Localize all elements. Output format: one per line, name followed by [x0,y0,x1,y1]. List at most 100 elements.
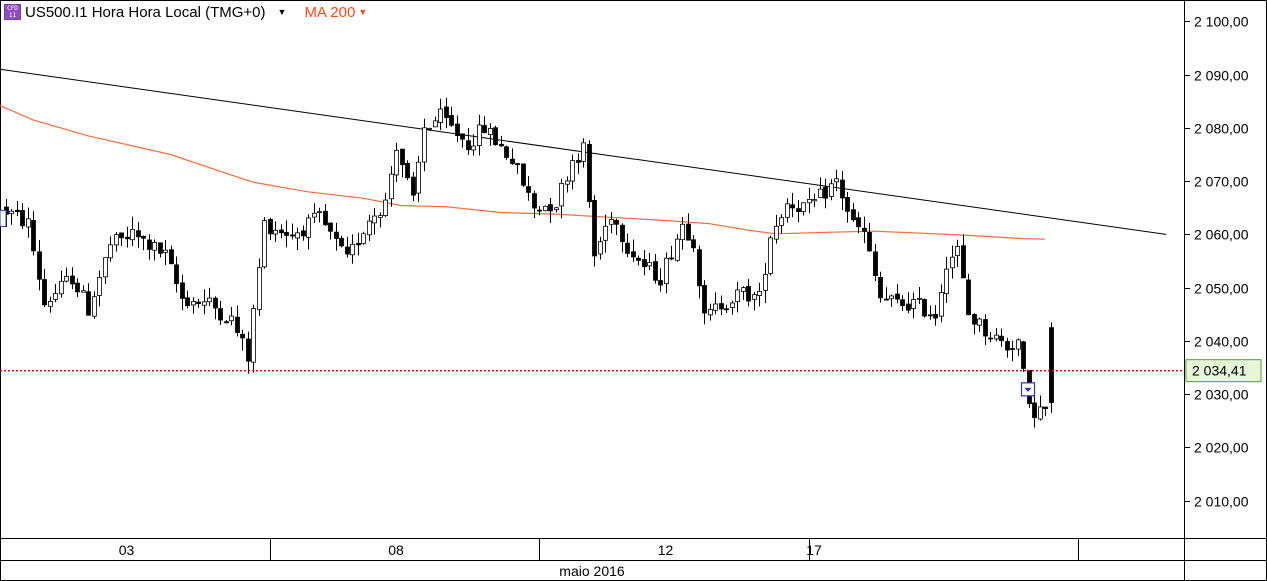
candle-body [785,203,790,218]
candle [774,214,779,244]
candle [994,328,999,342]
candle-body [961,245,966,279]
candle-body [592,199,597,257]
candle-body [790,204,795,209]
candle [42,269,47,308]
candle [587,140,592,208]
time-axis: 03 08 12 17 maio 2016 [119,538,1079,579]
candle [86,283,91,316]
candle [207,287,212,306]
candle-body [367,220,372,236]
candle [455,115,460,142]
candle-body [818,188,823,198]
candle-body [653,261,658,281]
candle-body [86,291,91,316]
candle-body [202,301,207,306]
price-axis: 2 010,00 2 020,00 2 030,00 2 040,00 2 050,00… [1184,14,1249,510]
candle-body [103,257,108,278]
candle [785,198,790,223]
candle [955,239,960,267]
candle-body [999,335,1004,342]
ma-caret-down-icon[interactable]: ▼ [358,7,368,17]
candle [647,252,652,270]
candle-body [350,243,355,256]
candle-body [152,242,157,251]
candle-body [521,163,526,186]
candle [928,305,933,320]
ma-indicator-label[interactable]: MA 200 [304,3,356,21]
candle-body [504,146,509,158]
candle [741,286,746,300]
price-tick-label: 2 090,00 [1194,68,1249,84]
candle-body [631,251,636,258]
candle-body [279,229,284,234]
candle [895,284,900,304]
candle [933,305,938,326]
candle-body [31,220,36,252]
candle [213,296,218,320]
candle-body [53,293,58,300]
candle [911,292,916,319]
candle-body [433,120,438,128]
chart-header: CFD 11 US500.I1 Hora Hora Local (TMG+0) ▼… [4,2,367,22]
candle [702,280,707,325]
candle-body [488,127,493,136]
candle-body [801,202,806,212]
price-tick-label: 2 070,00 [1194,174,1249,190]
candle-body [284,231,289,236]
candle-body [537,209,542,212]
candle-body [312,212,317,218]
candle [48,296,53,313]
candle-body [499,143,504,147]
candle [554,206,559,213]
candle-body [422,127,427,163]
candle-body [895,293,900,300]
candle [999,328,1004,347]
candle [812,193,817,207]
candle [405,160,410,181]
candle [37,240,42,291]
candle [939,284,944,323]
candle [262,217,267,269]
candle-body [92,296,97,317]
candle [471,134,476,156]
candle [708,303,713,321]
candle-body [295,232,300,239]
candle [97,270,102,307]
candle-body [59,280,64,295]
candle-body [845,197,850,212]
candle [444,97,449,129]
candle [1010,340,1015,362]
candle [609,211,614,234]
candle-body [614,219,619,225]
candle [543,205,548,212]
candle-body [345,246,350,255]
candle-body [449,115,454,126]
candle [169,245,174,265]
candle [642,250,647,276]
candle-body [81,290,86,293]
candle-body [565,180,570,185]
cfd-instrument-icon: CFD 11 [4,4,21,20]
candle [614,218,619,236]
caret-down-icon[interactable]: ▼ [277,7,287,17]
candle-body [625,242,630,254]
candle [15,200,20,217]
candle-body [163,249,168,253]
price-tick-label: 2 010,00 [1194,494,1249,510]
candle-body [9,210,14,214]
candle [1038,395,1043,421]
candle-body [460,133,465,140]
candle [411,171,416,202]
candle-body [647,262,652,267]
candle [130,216,135,246]
last-price-label: 2 034,41 [1192,363,1247,379]
candle-body [207,297,212,303]
candle [141,235,146,251]
candle-body [218,308,223,321]
candle [680,216,685,250]
candle-body [262,220,267,268]
candle-body [570,160,575,182]
